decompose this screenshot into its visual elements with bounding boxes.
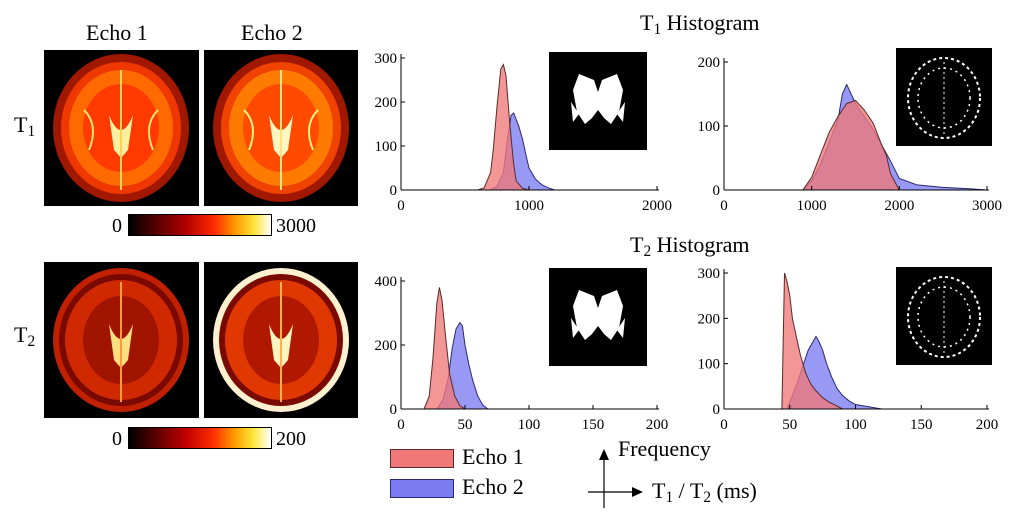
x-tick-label: 100 xyxy=(518,417,541,433)
colorbar-t2 xyxy=(128,427,272,449)
x-tick-label: 2000 xyxy=(642,198,672,214)
colorbar-t2-max: 200 xyxy=(276,428,306,450)
colorbar-t2-min: 0 xyxy=(112,428,122,450)
y-tick-label: 0 xyxy=(713,402,721,418)
axes-key-x-label: T1 / T2 (ms) xyxy=(652,478,757,506)
y-tick-label: 100 xyxy=(375,139,398,155)
x-tick-label: 0 xyxy=(720,198,728,214)
x-tick-label: 100 xyxy=(844,417,867,433)
x-tick-label: 150 xyxy=(910,417,933,433)
y-tick-label: 300 xyxy=(698,266,721,282)
title-t2-histogram: T2 Histogram xyxy=(630,232,750,260)
mri-t1-echo2 xyxy=(204,50,358,206)
colorbar-t1-min: 0 xyxy=(112,215,122,237)
x-tick-label: 200 xyxy=(646,417,669,433)
x-tick-label: 2000 xyxy=(884,198,914,214)
x-tick-label: 3000 xyxy=(972,198,1002,214)
series-area-echo1 xyxy=(781,272,843,410)
y-tick-label: 200 xyxy=(375,338,398,354)
y-tick-label: 0 xyxy=(713,183,721,199)
y-tick-label: 200 xyxy=(375,95,398,111)
inset-mask-t2-left xyxy=(549,268,647,366)
column-header-echo2: Echo 2 xyxy=(241,20,303,45)
x-tick-label: 50 xyxy=(782,417,797,433)
mri-t2-echo2 xyxy=(204,262,358,418)
y-tick-label: 0 xyxy=(390,183,398,199)
inset-mask-t2-right xyxy=(896,267,992,365)
legend-swatch-echo1 xyxy=(390,449,454,468)
axes-key-arrows xyxy=(588,449,643,508)
colorbar-t1 xyxy=(128,214,272,236)
y-tick-label: 100 xyxy=(698,357,721,373)
series-area-echo1 xyxy=(801,99,900,191)
y-tick-label: 200 xyxy=(698,55,721,71)
x-tick-label: 0 xyxy=(720,417,728,433)
x-tick-label: 1000 xyxy=(514,198,544,214)
y-tick-label: 0 xyxy=(390,402,398,418)
x-tick-label: 150 xyxy=(582,417,605,433)
colorbar-t1-max: 3000 xyxy=(276,215,316,237)
legend-swatch-echo2 xyxy=(390,479,454,498)
legend-label-echo2: Echo 2 xyxy=(462,474,524,499)
x-tick-label: 0 xyxy=(397,417,405,433)
row-label-t2: T2 xyxy=(14,322,36,350)
inset-mask-t1-left xyxy=(549,52,647,150)
mri-t1-echo1 xyxy=(44,50,199,206)
title-t1-histogram: T1 Histogram xyxy=(640,10,760,38)
axes-key-frequency: Frequency xyxy=(618,436,711,461)
y-tick-label: 100 xyxy=(698,119,721,135)
y-tick-label: 200 xyxy=(698,311,721,327)
mri-t2-echo1 xyxy=(44,262,199,418)
legend-label-echo1: Echo 1 xyxy=(462,444,524,469)
y-tick-label: 300 xyxy=(375,51,398,67)
row-label-t1: T1 xyxy=(14,112,36,140)
x-tick-label: 1000 xyxy=(797,198,827,214)
column-header-echo1: Echo 1 xyxy=(86,20,148,45)
x-tick-label: 50 xyxy=(458,417,473,433)
series-area-echo1 xyxy=(477,63,530,191)
inset-mask-t1-right xyxy=(896,48,992,146)
x-tick-label: 200 xyxy=(976,417,999,433)
x-tick-label: 0 xyxy=(397,198,405,214)
series-area-echo1 xyxy=(423,287,467,410)
y-tick-label: 400 xyxy=(375,274,398,290)
